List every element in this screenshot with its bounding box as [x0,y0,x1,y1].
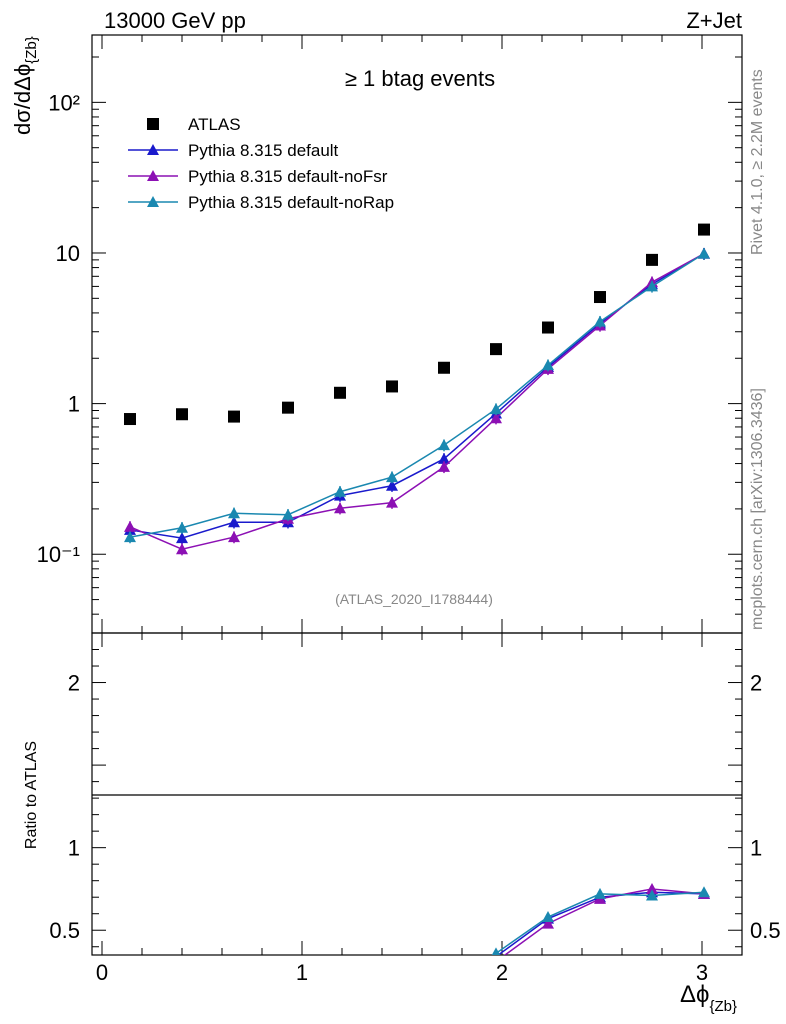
y-tick-label: 1 [68,392,80,417]
ratio-data-point [542,911,554,923]
ratio-y-tick-label-right: 2 [750,671,762,696]
y-tick-label: 10⁻¹ [37,542,80,567]
mc-data-point [646,280,658,292]
atlas-data-point [124,413,136,426]
ratio-data-point [491,947,501,955]
atlas-data-point [386,380,398,393]
y-axis-label-main: dσ/dΔϕ [10,64,35,135]
atlas-data-point [334,386,346,399]
atlas-data-point [490,343,502,356]
ratio-y-tick-label: 1 [68,836,80,861]
mc-data-point [386,471,398,483]
legend-marker-atlas [147,118,159,130]
x-tick-label: 3 [696,960,708,985]
mc-data-point [124,531,136,543]
header-right: Z+Jet [686,8,742,33]
x-tick-label: 2 [496,960,508,985]
header-left: 13000 GeV pp [104,8,246,33]
mc-data-point [698,247,710,259]
x-axis-label-sub: {Zb} [709,998,737,1015]
ratio-data-point [542,917,554,929]
x-tick-label: 0 [96,960,108,985]
ratio-data-point [594,887,606,899]
legend: ATLAS Pythia 8.315 default Pythia 8.315 de… [128,115,394,212]
y-tick-labels: 10⁻¹ 1 10 10² 0.5 0.5 1 1 2 2 [37,90,781,943]
mc-series-line [129,252,705,539]
mc-data-point [386,479,398,491]
mc-data-point [228,531,240,543]
atlas-data-point [228,410,240,423]
analysis-id: (ATLAS_2020_I1788444) [335,591,493,607]
atlas-data-point [594,291,606,304]
ratio-y-tick-label: 0.5 [49,918,80,943]
main-axis-ticks [92,35,743,647]
mc-data-point [176,543,188,555]
legend-label: Pythia 8.315 default-noRap [188,193,394,212]
ratio-y-tick-label-right: 0.5 [750,918,781,943]
mcplots-label: mcplots.cern.ch [arXiv:1306.3436] [749,388,766,630]
mc-data-point [490,403,502,415]
mc-data-point [386,496,398,508]
ratio-series-layer [491,882,710,955]
ratio-y-label: Ratio to ATLAS [23,741,40,849]
mc-data-point [594,315,606,327]
y-axis-label: dσ/dΔϕ{Zb} [10,36,40,135]
atlas-data-point [176,408,188,421]
mc-data-point [176,521,188,533]
svg-text:dσ/dΔϕ{Zb}: dσ/dΔϕ{Zb} [10,36,40,135]
chart-title: ≥ 1 btag events [345,66,495,91]
mc-data-point [334,485,346,497]
ratio-y-tick-label-right: 1 [750,836,762,861]
mc-data-point [176,532,188,544]
y-tick-label: 10 [56,241,80,266]
ratio-data-point [698,886,710,898]
ratio-y-tick-label: 2 [68,671,80,696]
mc-data-point [334,502,346,514]
legend-label: ATLAS [188,115,241,134]
ratio-data-point [646,882,658,894]
atlas-data-point [282,401,294,414]
ratio-data-point [646,889,658,901]
x-axis-label-main: Δϕ [680,981,709,1008]
ratio-axis-ticks [92,649,743,955]
legend-label: Pythia 8.315 default [188,141,339,160]
mc-data-point [228,516,240,528]
mc-data-point [228,507,240,519]
legend-marker [147,144,159,155]
y-axis-label-sub: {Zb} [23,36,40,64]
mc-data-point [490,412,502,424]
rivet-label: Rivet 4.1.0, ≥ 2.2M events [749,69,766,255]
x-tick-labels: 0 1 2 3 [96,960,708,985]
y-tick-label: 10² [48,90,80,115]
svg-text:Δϕ{Zb}: Δϕ{Zb} [680,981,737,1015]
legend-marker [147,196,159,207]
mc-data-point [438,439,450,451]
mc-data-point [542,359,554,371]
mc-data-point [282,508,294,520]
mc-series-line [129,252,705,550]
atlas-data-point [698,223,710,236]
atlas-data-point [646,253,658,266]
mc-series-line [129,253,705,538]
legend-marker [147,170,159,181]
ratio-panel-frame [91,632,743,956]
ratio-series-group [491,882,710,955]
x-tick-label: 1 [296,960,308,985]
mc-data-point [438,452,450,464]
series-layer [124,223,710,556]
x-axis-label: Δϕ{Zb} [680,981,737,1015]
mc-data-point [124,520,136,532]
legend-label: Pythia 8.315 default-noFsr [188,167,388,186]
atlas-data-point [542,321,554,334]
atlas-data-point [438,361,450,374]
mc-data-point [438,460,450,472]
